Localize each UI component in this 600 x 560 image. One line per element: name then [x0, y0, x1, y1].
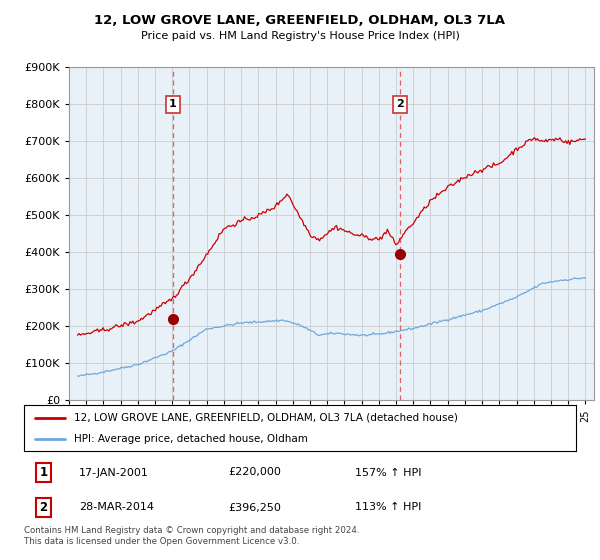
- Text: £396,250: £396,250: [228, 502, 281, 512]
- Text: 157% ↑ HPI: 157% ↑ HPI: [355, 468, 422, 478]
- Text: 1: 1: [39, 466, 47, 479]
- Text: 12, LOW GROVE LANE, GREENFIELD, OLDHAM, OL3 7LA (detached house): 12, LOW GROVE LANE, GREENFIELD, OLDHAM, …: [74, 413, 458, 423]
- Text: 113% ↑ HPI: 113% ↑ HPI: [355, 502, 422, 512]
- Text: Contains HM Land Registry data © Crown copyright and database right 2024.
This d: Contains HM Land Registry data © Crown c…: [24, 526, 359, 546]
- Text: 28-MAR-2014: 28-MAR-2014: [79, 502, 154, 512]
- Text: 12, LOW GROVE LANE, GREENFIELD, OLDHAM, OL3 7LA: 12, LOW GROVE LANE, GREENFIELD, OLDHAM, …: [95, 14, 505, 27]
- Text: Price paid vs. HM Land Registry's House Price Index (HPI): Price paid vs. HM Land Registry's House …: [140, 31, 460, 41]
- Text: 2: 2: [396, 99, 404, 109]
- Text: HPI: Average price, detached house, Oldham: HPI: Average price, detached house, Oldh…: [74, 435, 308, 444]
- Text: £220,000: £220,000: [228, 468, 281, 478]
- Text: 2: 2: [39, 501, 47, 514]
- Text: 1: 1: [169, 99, 177, 109]
- Text: 17-JAN-2001: 17-JAN-2001: [79, 468, 149, 478]
